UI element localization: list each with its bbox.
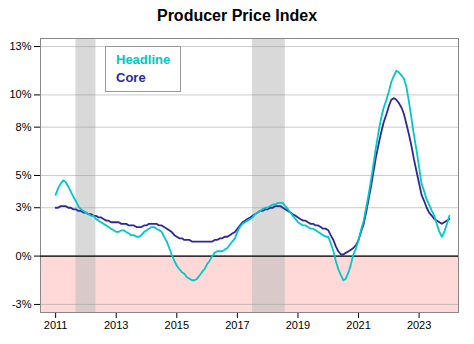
svg-text:3%: 3% [16, 201, 32, 213]
svg-text:-3%: -3% [12, 298, 32, 310]
html-text:Core: Core [116, 70, 146, 85]
svg-text:2015: 2015 [165, 319, 189, 331]
svg-text:2017: 2017 [225, 319, 249, 331]
svg-text:2019: 2019 [286, 319, 310, 331]
svg-text:2023: 2023 [407, 319, 431, 331]
svg-text:2013: 2013 [104, 319, 128, 331]
svg-text:8%: 8% [16, 121, 32, 133]
html-text:Headline: Headline [116, 52, 171, 67]
svg-text:0%: 0% [16, 250, 32, 262]
svg-text:2021: 2021 [346, 319, 370, 331]
svg-text:5%: 5% [16, 169, 32, 181]
svg-text:10%: 10% [9, 88, 31, 100]
svg-text:13%: 13% [9, 40, 31, 52]
html-text:Producer Price Index: Producer Price Index [157, 7, 317, 24]
svg-text:2011: 2011 [44, 319, 68, 331]
